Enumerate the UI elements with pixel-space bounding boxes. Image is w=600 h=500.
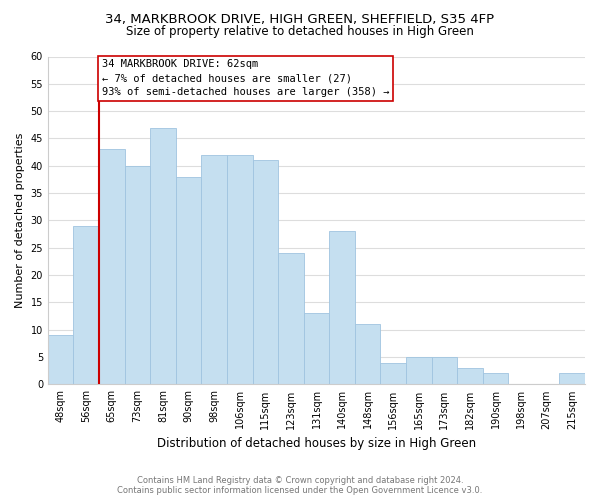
Bar [150,128,176,384]
Text: Contains HM Land Registry data © Crown copyright and database right 2024.: Contains HM Land Registry data © Crown c… [137,476,463,485]
Text: 34 MARKBROOK DRIVE: 62sqm
← 7% of detached houses are smaller (27)
93% of semi-d: 34 MARKBROOK DRIVE: 62sqm ← 7% of detach… [101,59,389,97]
Text: Contains public sector information licensed under the Open Government Licence v3: Contains public sector information licen… [118,486,482,495]
Bar [380,362,406,384]
Text: Size of property relative to detached houses in High Green: Size of property relative to detached ho… [126,25,474,38]
X-axis label: Distribution of detached houses by size in High Green: Distribution of detached houses by size … [157,437,476,450]
Bar [559,374,585,384]
Bar [355,324,380,384]
Bar [278,254,304,384]
Bar [227,155,253,384]
Y-axis label: Number of detached properties: Number of detached properties [15,133,25,308]
Bar [253,160,278,384]
Text: 34, MARKBROOK DRIVE, HIGH GREEN, SHEFFIELD, S35 4FP: 34, MARKBROOK DRIVE, HIGH GREEN, SHEFFIE… [106,12,494,26]
Bar [99,150,125,384]
Bar [406,357,431,384]
Bar [48,335,73,384]
Bar [431,357,457,384]
Bar [125,166,150,384]
Bar [457,368,482,384]
Bar [73,226,99,384]
Bar [482,374,508,384]
Bar [304,314,329,384]
Bar [176,176,202,384]
Bar [329,232,355,384]
Bar [202,155,227,384]
